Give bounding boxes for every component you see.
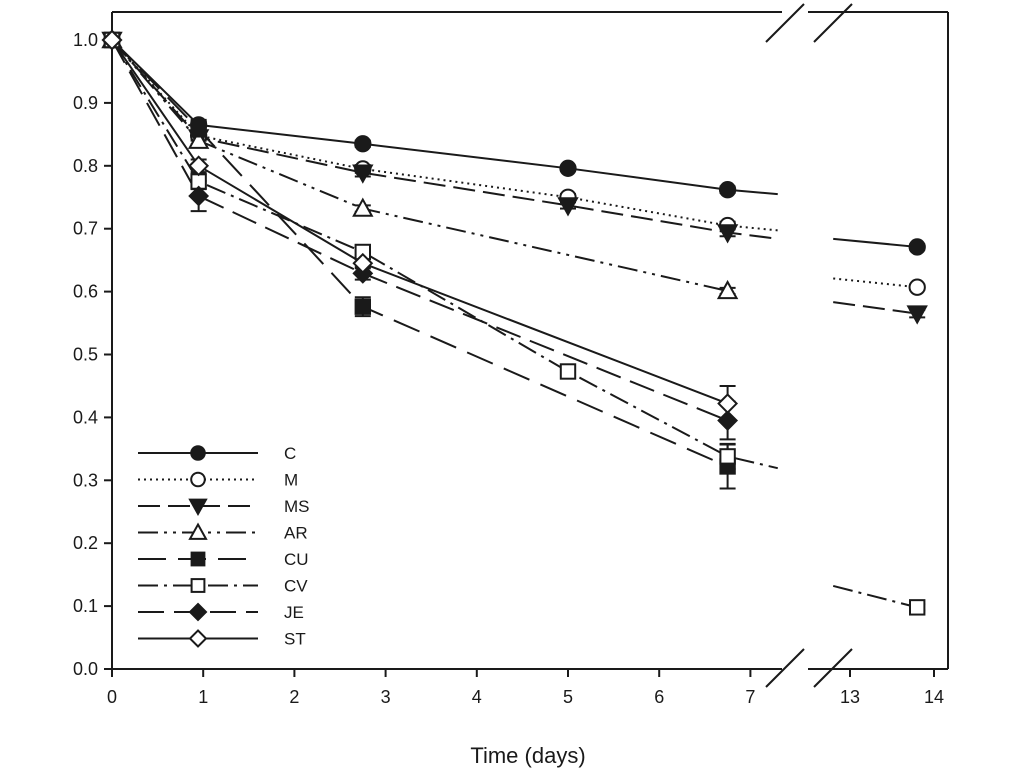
y-tick-label: 0.0 [73,659,98,679]
legend-marker-ms [188,498,208,517]
series-line-cv [111,39,778,470]
x-axis: 0 1 2 3 4 5 6 7 13 14 [107,669,944,707]
point-je [717,410,739,431]
plot-frame [111,3,949,688]
x-tick-label: 2 [289,687,299,707]
legend-label-c: C [284,444,296,463]
axis-break-mark-top-0 [765,3,805,43]
legend-label-cv: CV [284,577,308,596]
y-tick-label: 0.6 [73,282,98,302]
point-ar [716,279,739,300]
point-cu [354,298,372,315]
x-tick-label: 6 [654,687,664,707]
point-st [717,393,739,414]
legend-label-st: ST [284,630,306,649]
x-axis-title: Time (days) [470,743,585,768]
legend-marker-ar [188,522,208,540]
x-tick-label: 1 [198,687,208,707]
legend: CM MS AR CU CV JE ST [138,444,310,649]
x-tick-label: 3 [381,687,391,707]
point-je [188,185,210,207]
point-cu [190,121,207,138]
point-ms [906,305,928,325]
series-lines [111,39,918,609]
legend-label-m: M [284,471,298,490]
point-st [352,252,374,274]
point-c [354,135,372,153]
point-m [908,278,926,296]
legend-marker-m [190,471,206,488]
legend-label-ms: MS [284,497,310,516]
legend-label-cu: CU [284,550,309,569]
x-tick-label: 7 [745,687,755,707]
x-tick-label: 14 [924,687,944,707]
y-tick-label: 0.1 [73,596,98,616]
point-st [101,29,123,51]
series-line-cv-right [832,584,918,609]
y-tick-label: 0.3 [73,470,98,490]
point-c [559,159,577,177]
x-tick-label: 13 [840,687,860,707]
point-ar [187,129,210,149]
legend-marker-cv [190,578,206,593]
legend-marker-je [188,602,208,622]
series-line-ms-right [833,301,918,315]
series-line-ar [111,39,728,292]
point-ar [352,197,374,217]
series-line-cu [111,39,729,468]
y-tick-label: 0.2 [73,533,98,553]
axis-break-mark-top-1 [813,3,853,43]
series-line-c-right [833,237,918,248]
point-c [908,238,926,256]
point-cv [719,448,736,465]
y-tick-label: 1.0 [73,30,98,50]
markers [101,28,928,616]
point-st [188,155,210,177]
point-cv [909,599,926,616]
x-tick-label: 4 [472,687,482,707]
legend-marker-cu [190,551,206,567]
series-line-je [111,39,728,422]
series-line-c [111,39,778,196]
y-tick-label: 0.8 [73,156,98,176]
axis-break-mark-bottom-1 [813,648,853,688]
legend-label-ar: AR [284,524,308,543]
x-tick-label: 5 [563,687,573,707]
y-tick-label: 0.5 [73,345,98,365]
y-tick-label: 0.7 [73,219,98,239]
axis-break-mark-bottom-0 [765,648,805,688]
legend-marker-st [188,629,208,648]
point-c [718,181,737,199]
legend-label-je: JE [284,603,304,622]
point-ms [557,197,579,217]
y-tick-label: 0.4 [73,407,98,427]
point-cv [559,363,577,380]
point-ms [716,224,739,244]
legend-marker-c [190,445,206,461]
series-line-st [111,39,728,405]
y-tick-label: 0.9 [73,93,98,113]
series-line-ms [111,39,778,240]
y-axis: 0.0 0.1 0.2 0.3 0.4 0.5 0.6 0.7 0.8 0.9 1.0 [73,30,112,679]
series-line-m-right [833,277,918,289]
x-tick-label: 0 [107,687,117,707]
point-ms [352,164,374,184]
